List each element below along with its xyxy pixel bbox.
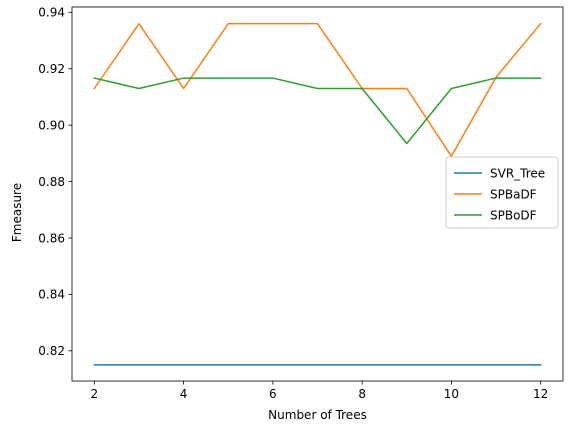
- axes-layer: 2 4 6 8 10 12 0.82 0.84 0.86 0.88 0.90 0.92 0.94: [38, 6, 564, 401]
- y-tick-label: 0.86: [38, 231, 65, 245]
- x-tick-label: 4: [180, 387, 188, 401]
- series-line-spbodf: [93, 77, 542, 145]
- y-tick-label: 0.94: [38, 6, 65, 20]
- legend-label: SPBoDF: [490, 208, 537, 222]
- x-axis-label: Number of Trees: [268, 408, 367, 422]
- x-tick-label: 8: [358, 387, 366, 401]
- y-tick-label: 0.82: [38, 344, 65, 358]
- y-tick-label: 0.84: [38, 288, 65, 302]
- x-tick-label: 6: [269, 387, 277, 401]
- plot-frame: [71, 6, 564, 382]
- y-axis-label: Fmeasure: [10, 183, 24, 242]
- legend-box: [445, 156, 559, 229]
- y-tick-label: 0.92: [38, 62, 65, 76]
- series-layer: [93, 22, 542, 366]
- x-tick-label: 12: [533, 387, 548, 401]
- x-tick-label: 10: [444, 387, 459, 401]
- x-tick-label: 2: [90, 387, 98, 401]
- legend-label: SPBaDF: [490, 187, 537, 201]
- y-tick-label: 0.90: [38, 118, 65, 132]
- legend-label: SVR_Tree: [490, 166, 545, 180]
- series-line-spbadf: [93, 22, 542, 157]
- legend: SVR_Tree SPBaDF SPBoDF: [445, 156, 559, 229]
- y-tick-label: 0.88: [38, 175, 65, 189]
